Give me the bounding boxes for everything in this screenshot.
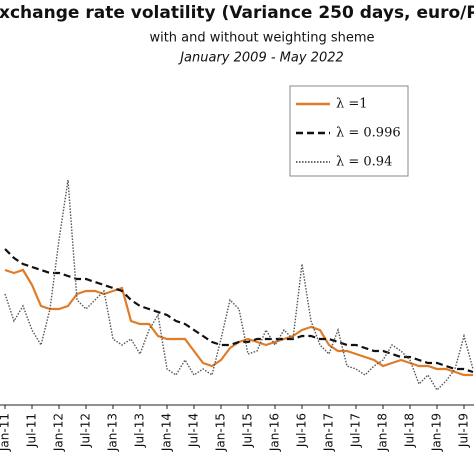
x-tick-label: Jan-12 [52, 413, 66, 452]
legend-label: λ = 0.94 [336, 155, 392, 170]
legend-label: λ =1 [336, 97, 368, 112]
x-tick-label: Jul-14 [187, 413, 201, 448]
x-tick-label: Jan-11 [0, 413, 12, 452]
chart-period: January 2009 - May 2022 [177, 51, 344, 66]
x-tick-label: Jan-16 [268, 413, 282, 452]
x-tick-label: Jul-17 [349, 413, 363, 448]
x-tick-label: Jul-16 [295, 413, 309, 448]
series-line [4, 268, 473, 377]
x-tick-label: Jul-13 [133, 413, 147, 448]
series-line [4, 248, 474, 374]
x-tick-label: Jul-11 [25, 413, 39, 448]
x-tick-label: Jan-15 [214, 413, 228, 452]
legend-box [289, 85, 409, 177]
x-tick-label: Jul-18 [403, 413, 417, 448]
x-tick-label: Jul-15 [241, 413, 255, 448]
chart-subtitle: with and without weighting sheme [149, 31, 374, 46]
x-tick-label: Jan-13 [106, 413, 120, 452]
x-tick-label: Jan-17 [322, 413, 336, 452]
x-tick-label: Jan-14 [160, 413, 174, 452]
x-tick-label: Jul-19 [457, 413, 471, 448]
chart-title: xchange rate volatility (Variance 250 da… [0, 3, 474, 23]
legend-label: λ = 0.996 [336, 126, 401, 141]
series-line [4, 179, 474, 392]
x-tick-label: Jan-19 [430, 413, 444, 452]
x-tick-label: Jul-12 [79, 413, 93, 448]
x-tick-label: Jan-18 [376, 413, 390, 452]
